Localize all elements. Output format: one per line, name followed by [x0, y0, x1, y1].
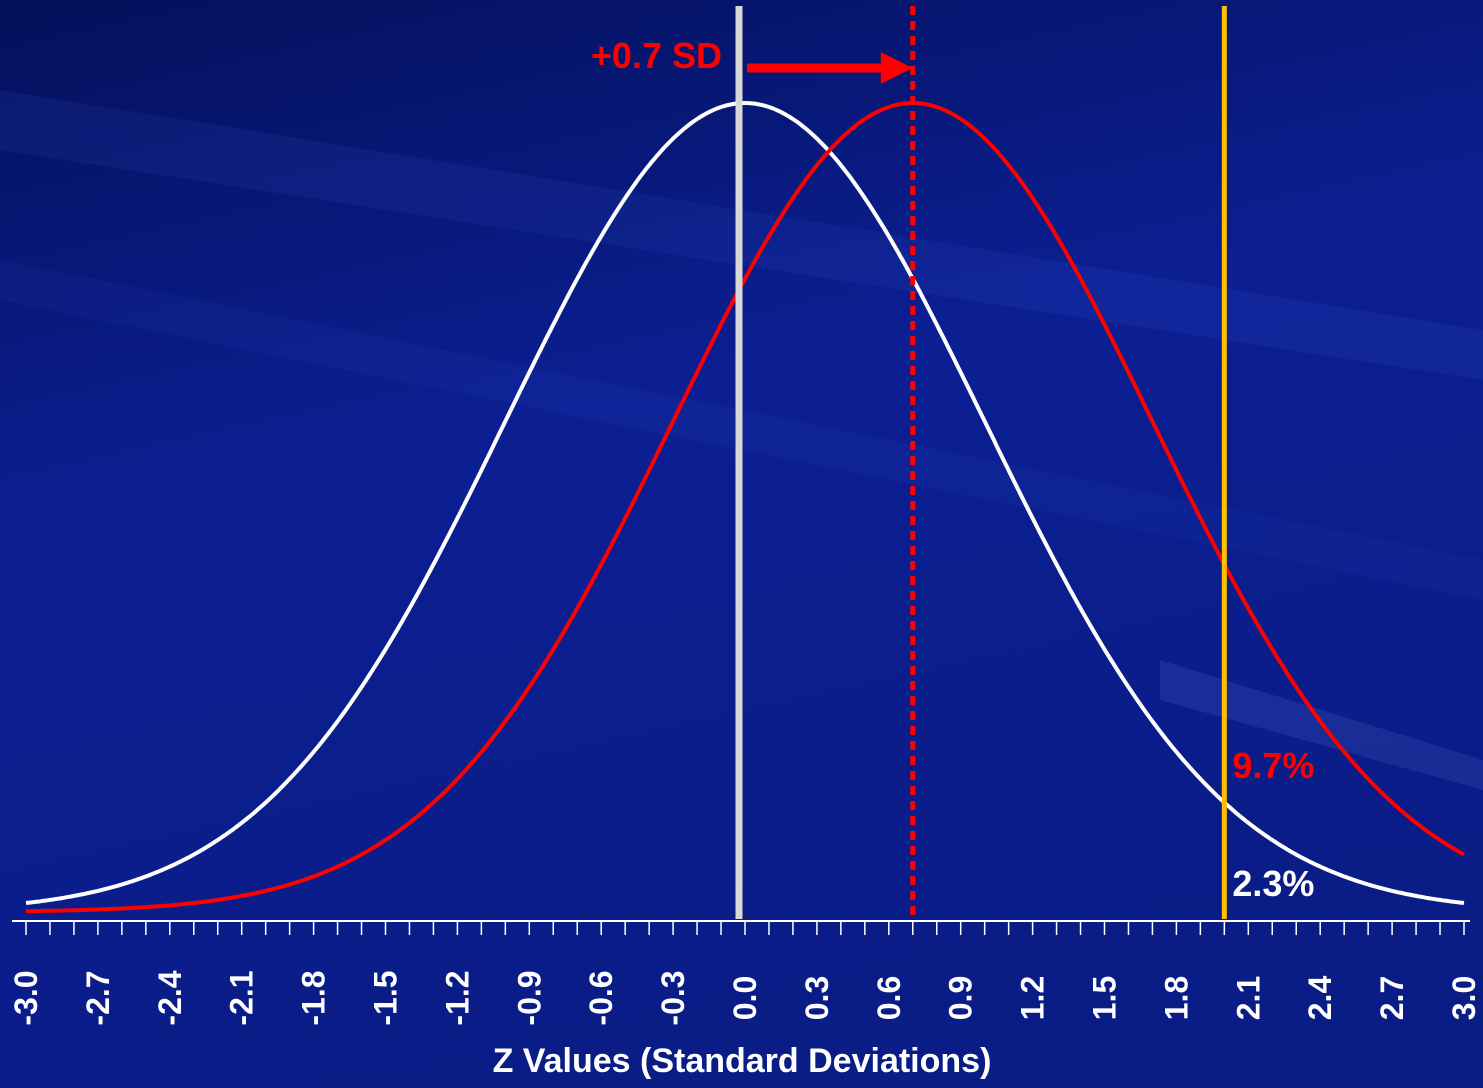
x-axis-title: Z Values (Standard Deviations) [493, 1042, 992, 1080]
x-tick-label: 0.9 [943, 976, 979, 1020]
shift-label: +0.7 SD [591, 35, 722, 76]
x-tick-label: -0.6 [583, 970, 619, 1025]
x-tick-label: -0.9 [511, 970, 547, 1025]
x-tick-label: -2.7 [80, 970, 116, 1025]
x-tick-label: 2.4 [1302, 976, 1338, 1021]
x-tick-label: 0.6 [871, 976, 907, 1020]
x-tick-label: -1.2 [439, 970, 475, 1025]
x-tick-label: -3.0 [8, 970, 44, 1025]
x-tick-label: -2.4 [152, 970, 188, 1025]
shift-arrow [747, 52, 913, 84]
x-axis-ticks [25, 921, 1465, 935]
x-tick-labels: -3.0 -2.7 -2.4 -2.1 -1.8 -1.5 -1.2 -0.9 -0.6 -0.3… [8, 970, 1482, 1025]
x-tick-label: -0.3 [655, 970, 691, 1025]
x-tick-label: 1.5 [1087, 976, 1123, 1020]
x-tick-label: -2.1 [224, 970, 260, 1025]
x-tick-label: 3.0 [1446, 976, 1482, 1020]
x-tick-label: 0.0 [727, 976, 763, 1020]
shift-arrow-head [880, 52, 913, 84]
x-tick-label: -1.8 [296, 970, 332, 1025]
red-tail-percent: 9.7% [1232, 745, 1314, 786]
white-tail-percent: 2.3% [1232, 863, 1314, 904]
x-tick-label: 2.1 [1230, 976, 1266, 1020]
x-tick-label: 0.3 [799, 976, 835, 1020]
x-tick-label: 2.7 [1374, 976, 1410, 1020]
x-tick-label: -1.5 [368, 970, 404, 1025]
x-tick-label: 1.2 [1015, 976, 1051, 1020]
x-tick-label: 1.8 [1158, 976, 1194, 1020]
